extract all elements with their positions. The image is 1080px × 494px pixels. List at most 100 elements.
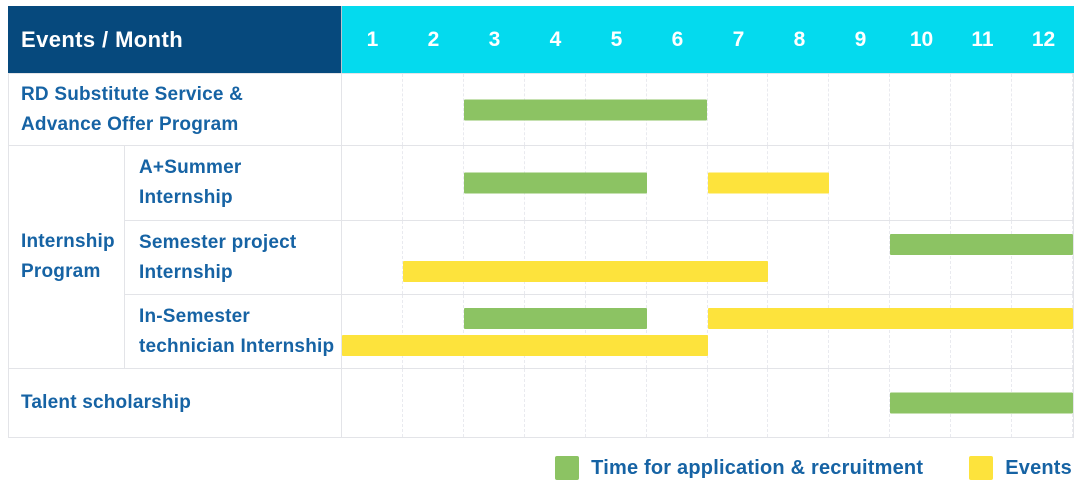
month-gridcell xyxy=(525,369,586,437)
month-gridcell xyxy=(890,146,952,220)
table-header-row: Events / Month 1 2 3 4 5 6 7 8 9 10 11 12 xyxy=(8,6,1074,73)
event-bar xyxy=(402,261,769,282)
month-gridcell xyxy=(586,221,647,294)
chart-row-semester-project-internship xyxy=(342,221,1073,294)
month-gridcell xyxy=(586,369,647,437)
schedule-table: Events / Month 1 2 3 4 5 6 7 8 9 10 11 12 RD Substi… xyxy=(8,6,1074,438)
row-in-semester-technician-internship: In-Semester technician Internship xyxy=(125,294,1073,368)
row-talent-scholarship: Talent scholarship xyxy=(9,368,1073,437)
month-header-2: 2 xyxy=(427,27,440,51)
month-gridcell xyxy=(768,74,830,145)
month-header-8: 8 xyxy=(793,27,806,51)
month-gridcell xyxy=(829,295,891,368)
month-header-11: 11 xyxy=(971,27,994,51)
legend-item-recruitment: Time for application & recruitment xyxy=(555,456,923,480)
recruitment-bar xyxy=(890,392,1073,414)
event-bar xyxy=(707,308,1073,329)
row-label-line: technician Internship xyxy=(139,335,335,357)
month-header-5: 5 xyxy=(610,27,623,51)
recruitment-bar xyxy=(463,99,708,120)
month-gridcell xyxy=(342,369,403,437)
row-label-line: Talent scholarship xyxy=(21,392,192,413)
legend-item-events: Events xyxy=(969,456,1072,480)
chart-row-rd-substitute-service xyxy=(342,74,1073,145)
row-label-line: RD Substitute Service & xyxy=(21,83,244,105)
month-gridcell xyxy=(890,295,952,368)
month-gridcell xyxy=(525,221,586,294)
chart-row-in-semester-technician-internship xyxy=(342,295,1073,368)
month-gridcell xyxy=(890,74,952,145)
month-gridcell xyxy=(403,146,464,220)
row-label-line: Semester project xyxy=(139,231,297,253)
month-header-9: 9 xyxy=(854,27,867,51)
group-rows: A+Summer Internship Semester project Int… xyxy=(125,146,1073,368)
month-gridcell xyxy=(890,221,952,294)
month-header-row: 1 2 3 4 5 6 7 8 9 10 11 12 xyxy=(342,6,1074,73)
group-label-internship-program: Internship Program xyxy=(9,146,125,368)
month-gridcell xyxy=(403,295,464,368)
month-gridcell xyxy=(768,221,830,294)
month-gridcell xyxy=(1012,146,1073,220)
month-gridcell xyxy=(708,295,769,368)
month-gridcell xyxy=(1012,74,1073,145)
group-internship-program: Internship Program A+Summer Internship S… xyxy=(9,145,1073,368)
group-label-line: Program xyxy=(21,261,101,282)
row-label-line: In-Semester xyxy=(139,305,250,327)
events-swatch-icon xyxy=(969,456,994,480)
row-a-plus-summer-internship: A+Summer Internship xyxy=(125,146,1073,220)
month-header-7: 7 xyxy=(732,27,745,51)
row-label-a-plus-summer-internship: A+Summer Internship xyxy=(125,146,342,220)
month-header-1: 1 xyxy=(366,27,379,51)
month-gridcell xyxy=(647,369,708,437)
group-label-line: Internship xyxy=(21,231,115,252)
month-gridcell xyxy=(829,146,891,220)
month-gridcell xyxy=(1012,295,1073,368)
month-gridcell xyxy=(464,295,525,368)
month-gridcell xyxy=(1012,221,1073,294)
month-gridcell xyxy=(342,146,403,220)
legend: Time for application & recruitment Event… xyxy=(555,456,1072,480)
month-header-10: 10 xyxy=(909,27,934,51)
month-gridcell xyxy=(951,295,1013,368)
row-label-line: Internship xyxy=(139,187,233,208)
month-gridcell xyxy=(768,295,830,368)
month-gridcell xyxy=(403,74,464,145)
month-gridcell xyxy=(342,221,403,294)
corner-header-cell: Events / Month xyxy=(8,6,342,73)
chart-row-talent-scholarship xyxy=(342,369,1073,437)
month-header-4: 4 xyxy=(549,27,562,51)
month-gridcell xyxy=(708,221,769,294)
event-bar xyxy=(707,172,830,194)
corner-header-title: Events / Month xyxy=(21,26,184,52)
recruitment-bar xyxy=(890,234,1073,255)
recruitment-bar xyxy=(463,308,647,329)
row-label-talent-scholarship: Talent scholarship xyxy=(9,369,342,437)
row-semester-project-internship: Semester project Internship xyxy=(125,220,1073,294)
chart-row-a-plus-summer-internship xyxy=(342,146,1073,220)
row-label-in-semester-technician-internship: In-Semester technician Internship xyxy=(125,295,342,368)
month-gridcell xyxy=(403,369,464,437)
month-gridcell xyxy=(768,369,830,437)
month-gridcell xyxy=(647,146,708,220)
month-gridcell xyxy=(951,74,1013,145)
recruitment-swatch-icon xyxy=(555,456,580,480)
month-gridcell xyxy=(951,146,1013,220)
row-label-rd-substitute-service: RD Substitute Service & Advance Offer Pr… xyxy=(9,74,342,145)
month-header-6: 6 xyxy=(671,27,684,51)
month-gridcell xyxy=(708,74,769,145)
row-label-line: Internship xyxy=(139,261,233,283)
month-gridcell xyxy=(951,221,1013,294)
recruitment-bar xyxy=(463,172,647,194)
row-rd-substitute-service: RD Substitute Service & Advance Offer Pr… xyxy=(9,73,1073,145)
row-label-semester-project-internship: Semester project Internship xyxy=(125,221,342,294)
month-header-12: 12 xyxy=(1031,27,1056,51)
month-gridcell xyxy=(647,295,708,368)
month-gridcell xyxy=(342,74,403,145)
legend-label-recruitment: Time for application & recruitment xyxy=(591,456,924,479)
month-gridcell xyxy=(829,74,891,145)
month-gridcell xyxy=(464,221,525,294)
month-gridcell xyxy=(464,369,525,437)
legend-label-events: Events xyxy=(1005,456,1072,479)
month-gridcell xyxy=(647,221,708,294)
